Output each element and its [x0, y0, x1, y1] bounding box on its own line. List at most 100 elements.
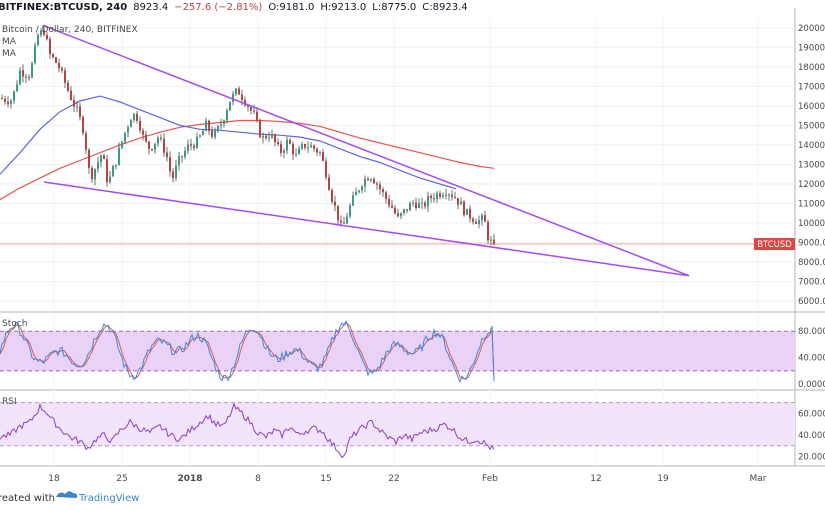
candle-down: [82, 117, 84, 134]
candle-down: [79, 106, 81, 118]
candle-down: [4, 98, 6, 102]
candle-down: [334, 201, 336, 206]
candle-down: [382, 189, 384, 193]
candle-up: [355, 191, 357, 196]
price-badge: BTCUSD: [754, 238, 795, 251]
candle-up: [364, 178, 366, 187]
candle-down: [322, 152, 324, 161]
candle-up: [358, 190, 360, 192]
candle-down: [292, 143, 294, 155]
candle-down: [43, 30, 45, 35]
candle-up: [346, 216, 348, 224]
candle-down: [457, 198, 459, 205]
candle-down: [388, 198, 390, 206]
open-value: 9181.0: [279, 2, 314, 13]
chart-title: Bitcoin / Dollar, 240, BITFINEX: [2, 25, 138, 35]
candle-down: [265, 136, 267, 139]
stoch-band: [0, 331, 795, 371]
candle-up: [157, 137, 159, 144]
candle-down: [454, 196, 456, 199]
candle-up: [220, 124, 222, 126]
candle-down: [337, 205, 339, 221]
candle-down: [181, 155, 183, 157]
candle-down: [1, 98, 3, 100]
candle-up: [199, 135, 201, 137]
candle-up: [34, 45, 36, 64]
candle-up: [100, 155, 102, 163]
candle-up: [175, 165, 177, 178]
candle-up: [133, 113, 135, 121]
price-tick-label: 9000.0: [798, 239, 825, 249]
price-tick-label: 14000.0: [798, 141, 825, 151]
price-change: −257.6 (−2.81%): [174, 2, 262, 13]
candle-down: [148, 141, 150, 149]
stoch-tick-label: 0.0000: [798, 380, 825, 390]
candle-down: [391, 205, 393, 208]
candle-up: [214, 131, 216, 137]
candle-down: [169, 157, 171, 172]
rsi-axis: 60.0000 40.0000 20.0000: [798, 409, 825, 462]
candle-down: [280, 144, 282, 153]
candle-down: [487, 221, 489, 241]
cloud-icon: [56, 491, 78, 498]
candle-down: [376, 183, 378, 185]
candle-down: [151, 148, 153, 151]
candle-up: [361, 186, 363, 191]
candle-down: [277, 142, 279, 145]
candle-up: [112, 165, 114, 177]
candle-up: [76, 106, 78, 108]
candle-down: [238, 88, 240, 95]
candle-up: [229, 101, 231, 111]
candle-up: [349, 205, 351, 217]
candle-down: [160, 137, 162, 139]
candle-down: [91, 167, 93, 180]
candle-up: [370, 179, 372, 181]
price-tick-label: 8000.0: [798, 258, 825, 268]
candle-down: [328, 177, 330, 190]
candle-up: [10, 100, 12, 104]
candle-up: [196, 136, 198, 148]
candle-down: [433, 198, 435, 200]
close-value: 8923.4: [433, 2, 468, 13]
candle-down: [166, 152, 168, 158]
candle-up: [19, 70, 21, 85]
candle-down: [451, 194, 453, 197]
time-tick-label: 2018: [177, 474, 202, 484]
candle-down: [58, 62, 60, 69]
low-label: L:: [372, 2, 381, 13]
candle-down: [190, 144, 192, 146]
time-tick-label: 18: [48, 474, 60, 484]
price-tick-label: 13000.0: [798, 160, 825, 170]
candle-down: [325, 160, 327, 178]
candle-down: [46, 34, 48, 40]
candle-down: [145, 134, 147, 142]
candle-up: [121, 141, 123, 148]
candle-down: [7, 101, 9, 104]
candle-up: [427, 195, 429, 207]
candle-up: [232, 93, 234, 102]
candle-down: [493, 239, 495, 245]
rsi-label: RSI: [2, 397, 17, 407]
candle-down: [241, 94, 243, 100]
candle-up: [403, 209, 405, 214]
candle-down: [289, 140, 291, 144]
low-value: 8775.0: [381, 2, 416, 13]
candle-up: [226, 110, 228, 121]
time-tick-label: 15: [320, 474, 331, 484]
candle-up: [478, 220, 480, 224]
price-tick-label: 15000.0: [798, 121, 825, 131]
candle-down: [142, 130, 144, 135]
candle-up: [217, 125, 219, 132]
candle-up: [481, 215, 483, 221]
candle-up: [400, 213, 402, 217]
candle-up: [301, 143, 303, 149]
candle-up: [412, 202, 414, 204]
price-tick-label: 11000.0: [798, 199, 825, 209]
last-price: 8923.4: [133, 2, 168, 13]
candle-down: [70, 90, 72, 100]
time-axis: 18 25 2018 8 15 22 Feb 12 19 Mar: [48, 474, 767, 484]
candle-down: [61, 68, 63, 71]
candle-down: [163, 138, 165, 153]
candle-up: [124, 132, 126, 142]
candle-down: [394, 207, 396, 214]
